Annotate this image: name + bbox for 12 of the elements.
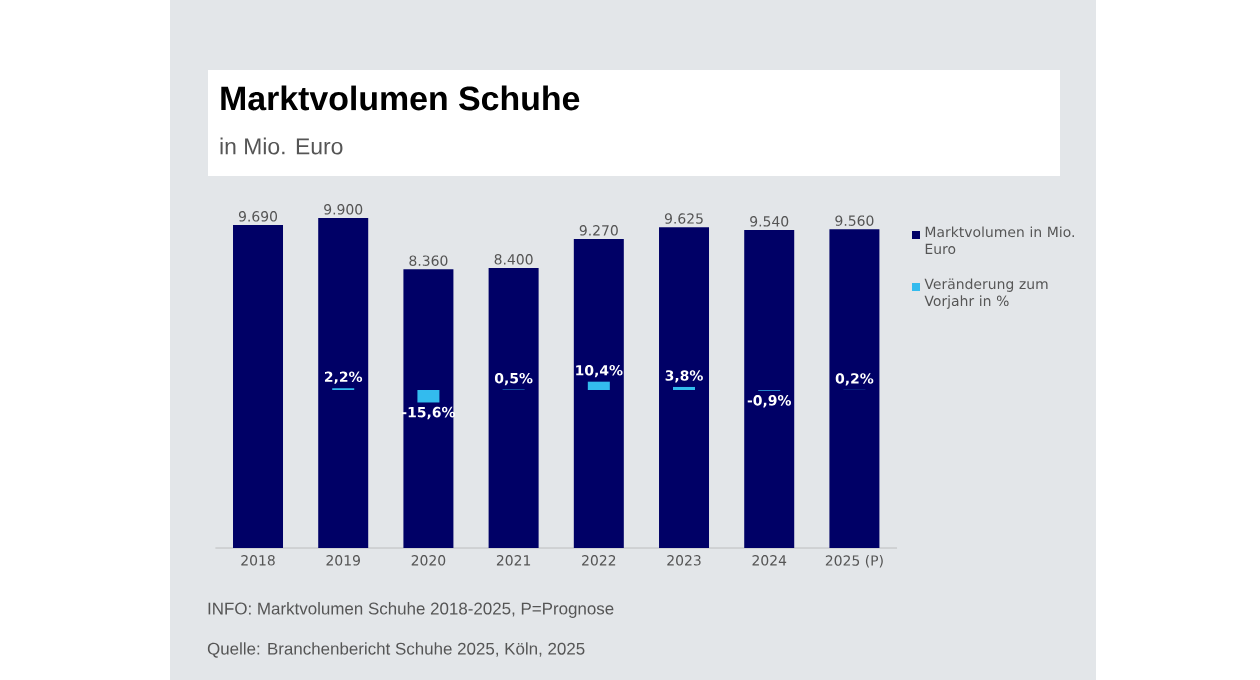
bar — [573, 239, 624, 548]
text: INFO: Marktvolumen Schuhe 2018-2025, P=Prognose — [208, 602, 614, 618]
bar — [403, 269, 454, 548]
source-note: Quelle: Branchenbericht Schuhe 2025, Köln, 2025 — [207, 642, 585, 658]
bar — [744, 230, 795, 548]
bar — [829, 229, 880, 548]
bar — [233, 225, 284, 548]
bar — [488, 268, 539, 548]
chart-title: Marktvolumen Schuhe — [221, 85, 580, 111]
chart-subtitle: in Mio. Euro — [220, 137, 343, 155]
bar — [659, 227, 710, 548]
bar — [318, 218, 369, 548]
